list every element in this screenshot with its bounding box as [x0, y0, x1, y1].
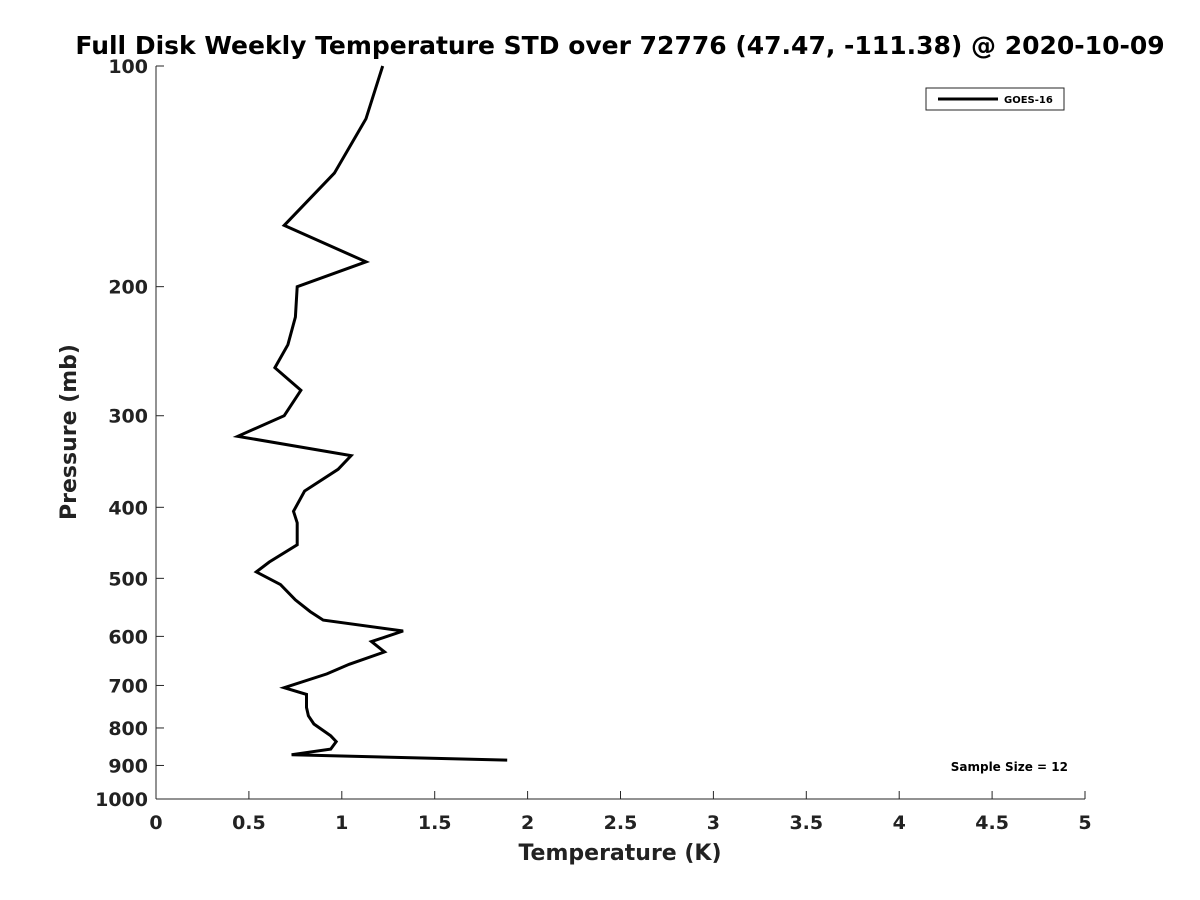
series-line-goes-16 — [232, 65, 508, 762]
x-tick-label: 5 — [1078, 812, 1091, 834]
x-tick-label: 3 — [707, 812, 720, 834]
x-tick-label: 1 — [335, 812, 348, 834]
y-tick-label: 600 — [108, 626, 148, 648]
legend-label: GOES-16 — [1004, 95, 1053, 106]
sample-size-annotation: Sample Size = 12 — [951, 760, 1068, 774]
y-tick-label: 500 — [108, 568, 148, 590]
y-tick-label: 200 — [108, 277, 148, 299]
x-tick-label: 4.5 — [975, 812, 1009, 834]
y-axis-ticks: 100 200 300 400 500 600 700 800 900 1000 — [95, 56, 164, 811]
x-tick-label: 3.5 — [789, 812, 823, 834]
y-tick-label: 300 — [108, 406, 148, 428]
x-tick-label: 0.5 — [232, 812, 266, 834]
x-axis-ticks: 0 0.5 1 1.5 2 2.5 3 3.5 4 4.5 5 — [149, 791, 1092, 834]
x-tick-label: 1.5 — [418, 812, 452, 834]
y-tick-label: 400 — [108, 497, 148, 519]
x-tick-label: 0 — [149, 812, 162, 834]
x-axis-label: Temperature (K) — [518, 841, 721, 866]
y-axis-label: Pressure (mb) — [57, 344, 82, 520]
y-tick-label: 700 — [108, 675, 148, 697]
x-tick-label: 2.5 — [604, 812, 638, 834]
x-tick-label: 4 — [893, 812, 906, 834]
y-tick-label: 1000 — [95, 789, 148, 811]
x-tick-label: 2 — [521, 812, 534, 834]
y-tick-label: 100 — [108, 56, 148, 78]
chart-title: Full Disk Weekly Temperature STD over 72… — [75, 31, 1164, 60]
y-tick-label: 900 — [108, 755, 148, 777]
y-tick-label: 800 — [108, 718, 148, 740]
legend: GOES-16 — [925, 87, 1065, 111]
